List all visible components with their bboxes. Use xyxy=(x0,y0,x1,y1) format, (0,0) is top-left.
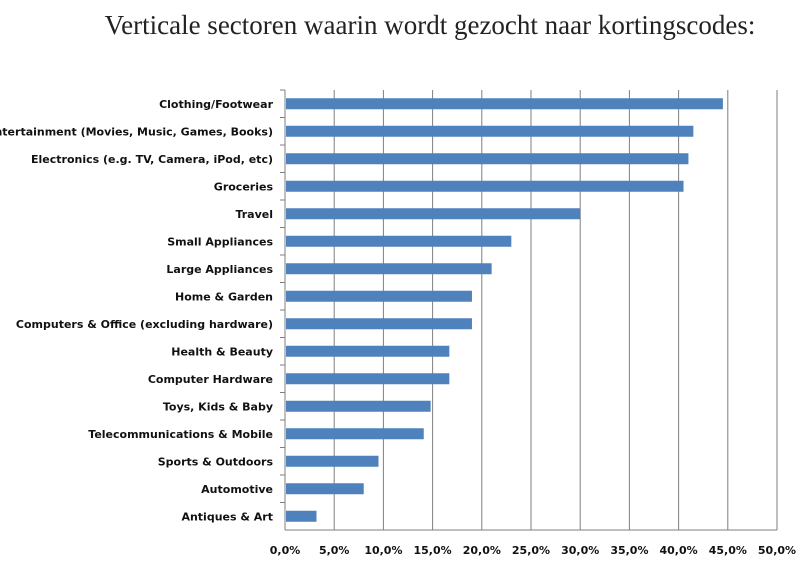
bar xyxy=(286,235,512,247)
category-label: Clothing/Footwear xyxy=(159,98,273,111)
category-label: Electronics (e.g. TV, Camera, iPod, etc) xyxy=(31,153,273,166)
bar xyxy=(286,208,581,220)
bar xyxy=(286,263,492,275)
bar xyxy=(286,318,472,330)
bar xyxy=(286,400,431,412)
x-tick-label: 10,0% xyxy=(364,544,402,557)
chart-title: Verticale sectoren waarin wordt gezocht … xyxy=(104,10,756,40)
bar xyxy=(286,125,694,137)
category-label: Groceries xyxy=(214,180,274,193)
x-tick-label: 30,0% xyxy=(561,544,599,557)
x-tick-label: 35,0% xyxy=(610,544,648,557)
bar xyxy=(286,290,472,302)
category-label: Small Appliances xyxy=(167,235,273,248)
bar xyxy=(286,180,684,192)
x-tick-label: 45,0% xyxy=(709,544,747,557)
x-tick-label: 25,0% xyxy=(512,544,550,557)
category-label: Sports & Outdoors xyxy=(158,455,274,468)
category-label: Telecommunications & Mobile xyxy=(88,428,273,441)
bar xyxy=(286,345,450,357)
x-tick-label: 40,0% xyxy=(660,544,698,557)
category-label: Toys, Kids & Baby xyxy=(163,400,273,413)
category-label: Travel xyxy=(235,208,273,221)
category-label: Large Appliances xyxy=(166,263,273,276)
bar xyxy=(286,510,317,522)
x-tick-label: 5,0% xyxy=(319,544,350,557)
bar xyxy=(286,98,723,110)
x-tick-label: 20,0% xyxy=(463,544,501,557)
x-tick-label: 0,0% xyxy=(270,544,301,557)
bar xyxy=(286,455,379,467)
category-label: Computer Hardware xyxy=(148,373,273,386)
category-label: Computers & Office (excluding hardware) xyxy=(16,318,273,331)
bar xyxy=(286,373,450,385)
category-label: Health & Beauty xyxy=(171,345,273,358)
bar xyxy=(286,428,424,440)
category-label: Home & Garden xyxy=(175,290,273,303)
x-tick-label: 15,0% xyxy=(414,544,452,557)
category-label: Automotive xyxy=(201,483,273,496)
bar xyxy=(286,153,689,165)
category-label: Entertainment (Movies, Music, Games, Boo… xyxy=(0,125,273,138)
x-tick-label: 50,0% xyxy=(758,544,796,557)
category-label: Antiques & Art xyxy=(181,510,273,523)
bar xyxy=(286,483,364,495)
